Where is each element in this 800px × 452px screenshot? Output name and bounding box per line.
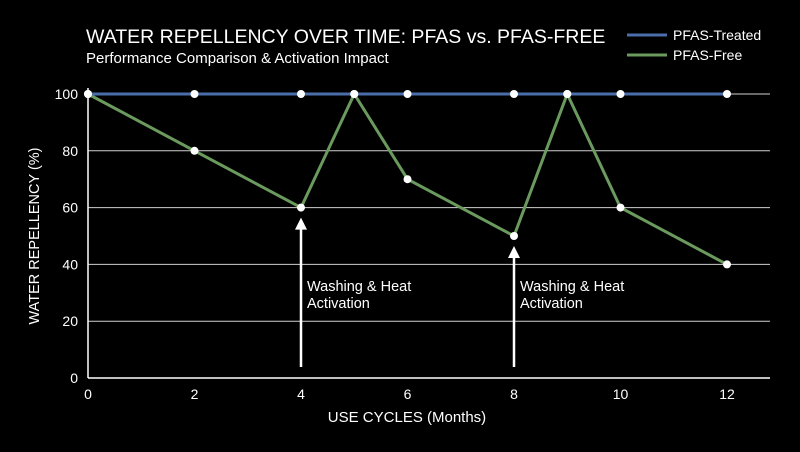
data-point — [297, 90, 305, 98]
data-point — [616, 90, 625, 98]
x-tick-label: 6 — [404, 386, 412, 402]
x-tick-label: 12 — [719, 386, 735, 402]
data-point — [723, 260, 731, 269]
data-point — [190, 146, 199, 155]
x-tick-label: 2 — [191, 386, 199, 402]
x-tick-label: 4 — [297, 386, 305, 402]
x-tick-label: 0 — [84, 386, 92, 402]
annotation-label: Washing & Heat — [307, 279, 411, 295]
axes — [87, 88, 770, 379]
annotation-arrowhead — [508, 246, 520, 258]
data-point — [403, 90, 412, 98]
annotation-label: Washing & Heat — [520, 279, 624, 295]
data-point — [723, 90, 731, 98]
x-tick-label: 8 — [510, 386, 518, 402]
legend-label: PFAS-Treated — [673, 27, 761, 43]
data-point — [350, 90, 359, 98]
data-markers — [84, 90, 731, 269]
y-tick-label: 20 — [62, 313, 78, 329]
legend-label: PFAS-Free — [673, 47, 742, 63]
data-point — [84, 90, 92, 98]
data-point — [403, 175, 412, 184]
y-axis-label: WATER REPELLENCY (%) — [27, 148, 43, 325]
y-tick-label: 40 — [62, 256, 78, 272]
y-tick-label: 60 — [62, 200, 78, 216]
legend: PFAS-Treated PFAS-Free — [627, 27, 761, 63]
annotation-arrowhead — [295, 217, 307, 230]
annotation-label: Activation — [307, 296, 370, 312]
chart-subtitle: Performance Comparison & Activation Impa… — [86, 50, 389, 67]
y-tick-label: 0 — [70, 370, 78, 386]
y-tick-label: 100 — [55, 86, 79, 102]
y-tick-label: 80 — [62, 143, 78, 159]
data-point — [510, 232, 518, 240]
tick-labels: 0 20 40 60 80 100 0 2 4 6 8 10 12 — [55, 86, 735, 402]
x-tick-label: 10 — [613, 386, 629, 402]
annotation-label: Activation — [520, 296, 583, 312]
data-point — [190, 90, 199, 98]
x-axis-label: USE CYCLES (Months) — [328, 409, 486, 426]
data-point — [616, 203, 625, 212]
chart-title: WATER REPELLENCY OVER TIME: PFAS vs. PFA… — [86, 26, 605, 48]
data-point — [297, 203, 305, 212]
data-point — [563, 90, 572, 98]
data-point — [510, 90, 518, 98]
